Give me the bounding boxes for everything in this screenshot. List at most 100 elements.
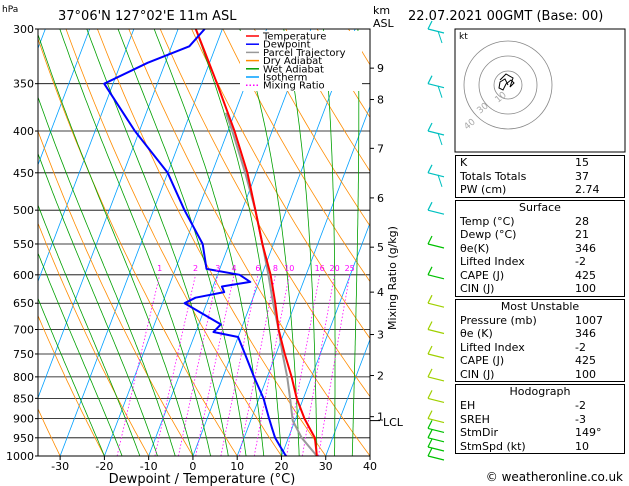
isotherm [38, 29, 90, 166]
isotherm [38, 29, 179, 399]
mixing-ratio-label: 25 [345, 264, 355, 273]
pressure-tick-label: 350 [13, 78, 34, 91]
wet-adiabat [38, 96, 176, 456]
pressure-tick-label: 450 [13, 167, 34, 180]
surface-label: Temp (°C) [460, 214, 515, 228]
most-unstable-label: CIN (J) [460, 367, 495, 381]
wind-barb [427, 345, 445, 359]
km-tick-label: 9 [377, 62, 384, 75]
pressure-tick-label: 600 [13, 269, 34, 282]
wind-barb [427, 410, 445, 424]
pressure-tick-label: 1000 [6, 450, 34, 463]
mixing-ratio-line [178, 274, 219, 456]
wind-barb [437, 85, 443, 98]
pressure-tick-label: 550 [13, 238, 34, 251]
hodograph-label: StmDir [460, 426, 499, 439]
mixing-ratio-label: 2 [193, 264, 198, 273]
temperature-tick-label: 0 [189, 460, 196, 473]
wind-barb [427, 447, 445, 461]
pressure-tick-label: 750 [13, 348, 34, 361]
wind-barb [427, 122, 445, 136]
mixing-ratio-line [195, 274, 235, 456]
legend-entry: Parcel Trajectory [263, 48, 346, 59]
hpa-unit-label: hPa [2, 5, 18, 15]
surface-value: 100 [575, 282, 596, 295]
wet-adiabat [194, 29, 282, 456]
dewpoint-line [103, 29, 287, 456]
most-unstable-label: CAPE (J) [460, 354, 505, 367]
dry-adiabat [65, 29, 282, 456]
mixing-ratio-axis-title: Mixing Ratio (g/kg) [386, 226, 399, 330]
asl-unit-label: ASL [373, 17, 395, 30]
wind-barb [437, 30, 443, 44]
surface-value: -2 [575, 255, 586, 268]
wet-adiabat [38, 297, 105, 456]
surface-label: Dewp (°C) [460, 228, 517, 241]
most-unstable-label: Lifted Index [460, 340, 525, 354]
hodograph-label: SREH [460, 412, 490, 426]
wet-adiabat [351, 29, 360, 456]
datetime-title: 22.07.2021 00GMT (Base: 00) [408, 9, 603, 24]
km-tick-label: 8 [377, 94, 384, 107]
isotherm [281, 221, 370, 456]
surface-value: 425 [575, 268, 596, 282]
km-tick-label: 7 [377, 142, 384, 155]
surface-row: Temp (°C) 28 [456, 215, 624, 229]
temperature-line [194, 29, 318, 456]
credit-text: © weatheronline.co.uk [485, 470, 623, 484]
legend-background [240, 31, 362, 91]
wet-adiabat [153, 29, 265, 456]
pressure-tick-label: 850 [13, 392, 34, 405]
most-unstable-title: Most Unstable [500, 299, 580, 313]
wind-barb [437, 132, 443, 146]
surface-block: Surface Temp (°C) 28 Dewp (°C) 21 θe(K) 346 Li… [455, 199, 625, 297]
hodograph-row: StmSpd (kt) 10 [456, 440, 624, 454]
most-unstable-row: θe (K) 346 [456, 327, 624, 341]
wind-barb [427, 164, 445, 178]
wind-barb [427, 20, 445, 34]
isotherm [148, 29, 312, 456]
surface-value: 21 [575, 228, 589, 241]
wind-barb [427, 438, 445, 452]
most-unstable-row: CAPE (J) 425 [456, 354, 624, 368]
legend-entry: Temperature [262, 32, 326, 43]
wind-barb [427, 390, 445, 403]
wind-barb [437, 174, 443, 187]
mixing-ratio-label: 20 [330, 264, 340, 273]
wet-adiabat [117, 29, 247, 456]
wet-adiabat [323, 29, 336, 456]
hodograph-value: 10 [575, 439, 589, 453]
pressure-tick-label: 650 [13, 297, 34, 310]
pressure-tick-label: 400 [13, 125, 34, 138]
most-unstable-label: θe (K) [460, 327, 493, 340]
hodograph-block: Hodograph EH -2 SREH -3 StmDir 149° StmSpd (kt… [455, 384, 625, 454]
legend-entry: Dewpoint [263, 40, 311, 51]
km-tick-label: 4 [377, 286, 384, 299]
most-unstable-block: Most Unstable Pressure (mb) 1007 θe (K) 346… [455, 298, 625, 382]
hodograph-row: SREH -3 [456, 413, 624, 427]
km-tick-label: 1 [377, 411, 384, 424]
index-row: PW (cm) 2.74 [456, 183, 624, 197]
pressure-tick-label: 700 [13, 324, 34, 337]
index-value: 2.74 [575, 183, 600, 196]
mixing-ratio-line [286, 274, 321, 456]
surface-row: θe(K) 346 [456, 242, 624, 256]
dry-adiabat [38, 222, 150, 456]
lcl-label: LCL [383, 416, 404, 429]
mixing-ratio-label: 10 [284, 264, 294, 273]
index-row: Totals Totals 37 [456, 170, 624, 184]
wind-barb [427, 368, 445, 382]
wind-barb [427, 235, 445, 249]
index-row: K 15 [456, 156, 624, 170]
surface-row: CIN (J) 100 [456, 282, 624, 296]
most-unstable-value: -2 [575, 340, 586, 354]
most-unstable-value: 346 [575, 327, 596, 340]
most-unstable-row: CIN (J) 100 [456, 368, 624, 382]
wind-barb [427, 75, 445, 89]
legend-entry: Mixing Ratio [263, 81, 325, 92]
mixing-ratio-label: 1 [157, 264, 162, 273]
wind-barb [427, 429, 445, 443]
dry-adiabat [38, 130, 194, 456]
wind-barb [427, 266, 445, 280]
